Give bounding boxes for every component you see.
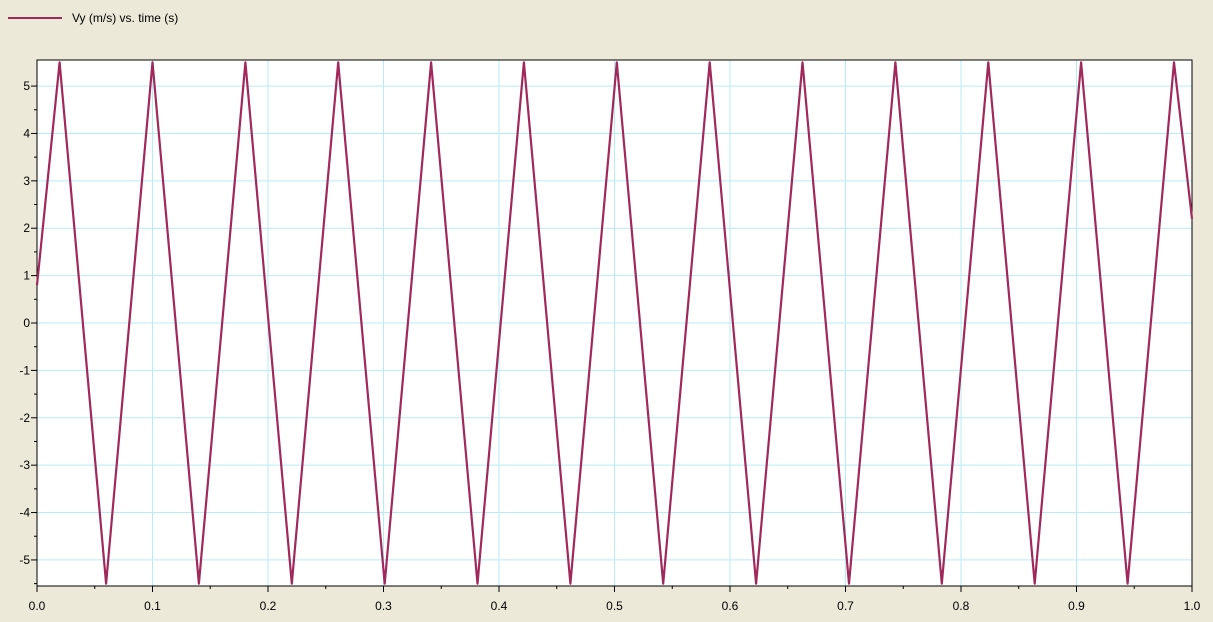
- x-tick-label: 0.3: [375, 599, 392, 613]
- x-tick-label: 0.1: [144, 599, 161, 613]
- legend-swatch: [8, 17, 62, 19]
- x-tick-label: 0.6: [722, 599, 739, 613]
- series-line: [35, 61, 1194, 585]
- x-tick-label: 0.0: [29, 599, 46, 613]
- y-tick-label: 4: [23, 126, 30, 140]
- legend-label: Vy (m/s) vs. time (s): [72, 11, 179, 25]
- y-tick-label: -5: [19, 553, 30, 567]
- y-tick-label: 2: [23, 221, 30, 235]
- x-tick-label: 0.5: [606, 599, 623, 613]
- x-tick-label: 0.8: [953, 599, 970, 613]
- y-tick-label: -2: [19, 411, 30, 425]
- y-tick-label: 0: [23, 316, 30, 330]
- x-tick-label: 1.0: [1184, 599, 1201, 613]
- x-tick-label: 0.7: [837, 599, 854, 613]
- y-tick-label: -4: [19, 506, 30, 520]
- x-tick-label: 0.9: [1068, 599, 1085, 613]
- legend: Vy (m/s) vs. time (s): [8, 6, 178, 30]
- x-tick-label: 0.2: [260, 599, 277, 613]
- y-tick-label: 3: [23, 174, 30, 188]
- y-tick-label: -3: [19, 458, 30, 472]
- y-tick-label: -1: [19, 363, 30, 377]
- x-tick-label: 0.4: [491, 599, 508, 613]
- y-tick-label: 5: [23, 79, 30, 93]
- y-tick-label: 1: [23, 269, 30, 283]
